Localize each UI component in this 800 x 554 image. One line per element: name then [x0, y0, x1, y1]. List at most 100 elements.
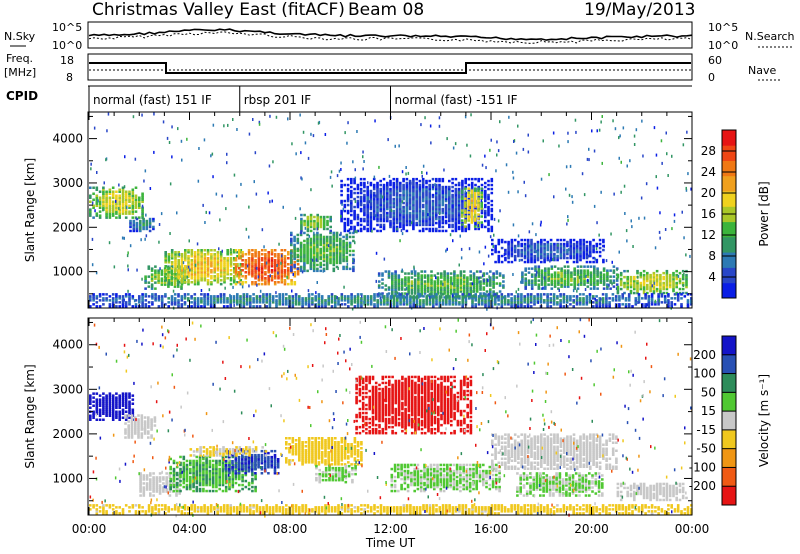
- range-gate-cell: [482, 272, 486, 275]
- range-gate-cell: [111, 303, 115, 306]
- range-gate-cell: [376, 187, 379, 191]
- range-gate-cell: [280, 269, 284, 272]
- range-gate-cell: [127, 268, 129, 272]
- range-gate-cell: [395, 213, 399, 217]
- range-gate-cell: [115, 199, 117, 203]
- range-gate-cell: [316, 253, 319, 257]
- range-gate-cell: [559, 248, 563, 252]
- range-gate-cell: [190, 265, 194, 268]
- range-gate-cell: [356, 230, 358, 234]
- range-gate-cell: [303, 213, 306, 217]
- range-gate-cell: [438, 212, 441, 215]
- range-gate-cell: [477, 213, 480, 216]
- range-gate-cell: [461, 221, 464, 225]
- range-gate-cell: [417, 292, 420, 295]
- range-gate-cell: [356, 305, 360, 308]
- range-gate-cell: [569, 238, 572, 242]
- range-gate-cell: [319, 243, 322, 247]
- range-gate-cell: [675, 285, 678, 289]
- range-gate-cell: [448, 209, 451, 213]
- range-gate-cell: [203, 273, 207, 276]
- range-gate-cell: [589, 250, 592, 254]
- range-gate-cell: [678, 271, 682, 275]
- range-gate-cell: [671, 154, 673, 158]
- range-gate-cell: [634, 301, 638, 304]
- range-gate-cell: [457, 193, 461, 197]
- range-gate-cell: [257, 279, 261, 282]
- range-gate-cell: [381, 293, 384, 297]
- range-gate-cell: [233, 277, 236, 280]
- range-gate-cell: [652, 287, 656, 291]
- range-gate-cell: [458, 297, 461, 300]
- range-gate-cell: [387, 292, 391, 295]
- range-gate-cell: [95, 202, 99, 205]
- range-gate-cell: [562, 301, 566, 304]
- range-gate-cell: [300, 221, 303, 225]
- range-gate-cell: [115, 305, 118, 308]
- range-gate-cell: [534, 267, 537, 270]
- range-gate-cell: [579, 238, 582, 242]
- range-gate-cell: [391, 280, 394, 283]
- range-gate-cell: [562, 254, 566, 258]
- range-gate-cell: [630, 219, 632, 223]
- range-gate-cell: [655, 287, 659, 291]
- range-gate-cell: [464, 299, 468, 302]
- range-gate-cell: [135, 225, 139, 229]
- range-gate-cell: [251, 249, 254, 252]
- range-gate-cell: [530, 267, 534, 270]
- range-gate-cell: [426, 290, 430, 293]
- range-gate-cell: [346, 209, 350, 213]
- range-gate-cell: [456, 276, 459, 279]
- range-gate-cell: [566, 265, 570, 268]
- range-gate-cell: [685, 273, 688, 277]
- range-gate-cell: [229, 269, 233, 272]
- range-gate-cell: [332, 241, 336, 245]
- range-gate-cell: [363, 197, 366, 201]
- range-gate-cell: [477, 301, 481, 304]
- range-gate-cell: [553, 256, 556, 260]
- range-gate-cell: [142, 219, 145, 223]
- range-gate-cell: [479, 286, 482, 289]
- range-gate-cell: [661, 161, 663, 165]
- range-gate-cell: [118, 301, 121, 304]
- range-gate-cell: [550, 277, 554, 280]
- range-gate-cell: [556, 254, 559, 258]
- range-gate-cell: [596, 269, 599, 272]
- range-gate-cell: [469, 290, 472, 293]
- range-gate-cell: [462, 274, 466, 277]
- range-gate-cell: [490, 229, 494, 233]
- range-gate-cell: [422, 305, 425, 308]
- range-gate-cell: [454, 303, 458, 306]
- range-gate-cell: [379, 207, 382, 211]
- range-gate-cell: [428, 217, 431, 221]
- range-gate-cell: [216, 259, 220, 262]
- range-gate-cell: [466, 143, 468, 147]
- range-gate-cell: [170, 297, 174, 300]
- range-gate-cell: [115, 208, 118, 211]
- range-gate-cell: [596, 279, 599, 282]
- range-gate-cell: [530, 258, 533, 262]
- range-gate-cell: [306, 239, 309, 243]
- range-gate-cell: [258, 120, 261, 124]
- range-gate-cell: [464, 115, 467, 119]
- range-gate-cell: [649, 285, 652, 289]
- range-gate-cell: [435, 177, 438, 181]
- range-gate-cell: [562, 295, 566, 298]
- range-gate-cell: [461, 297, 464, 300]
- range-gate-cell: [485, 280, 489, 283]
- range-gate-cell: [335, 243, 339, 247]
- range-gate-cell: [647, 303, 651, 306]
- range-gate-cell: [658, 299, 661, 303]
- range-gate-cell: [213, 275, 216, 278]
- range-gate-cell: [147, 275, 151, 278]
- range-gate-cell: [474, 293, 477, 296]
- range-gate-cell: [350, 207, 353, 211]
- range-gate-cell: [290, 279, 293, 282]
- range-gate-cell: [280, 281, 284, 284]
- range-gate-cell: [402, 225, 405, 229]
- range-gate-cell: [553, 252, 556, 256]
- range-gate-cell: [267, 269, 270, 272]
- range-gate-cell: [395, 183, 399, 187]
- range-gate-cell: [530, 285, 534, 288]
- range-gate-cell: [348, 243, 352, 247]
